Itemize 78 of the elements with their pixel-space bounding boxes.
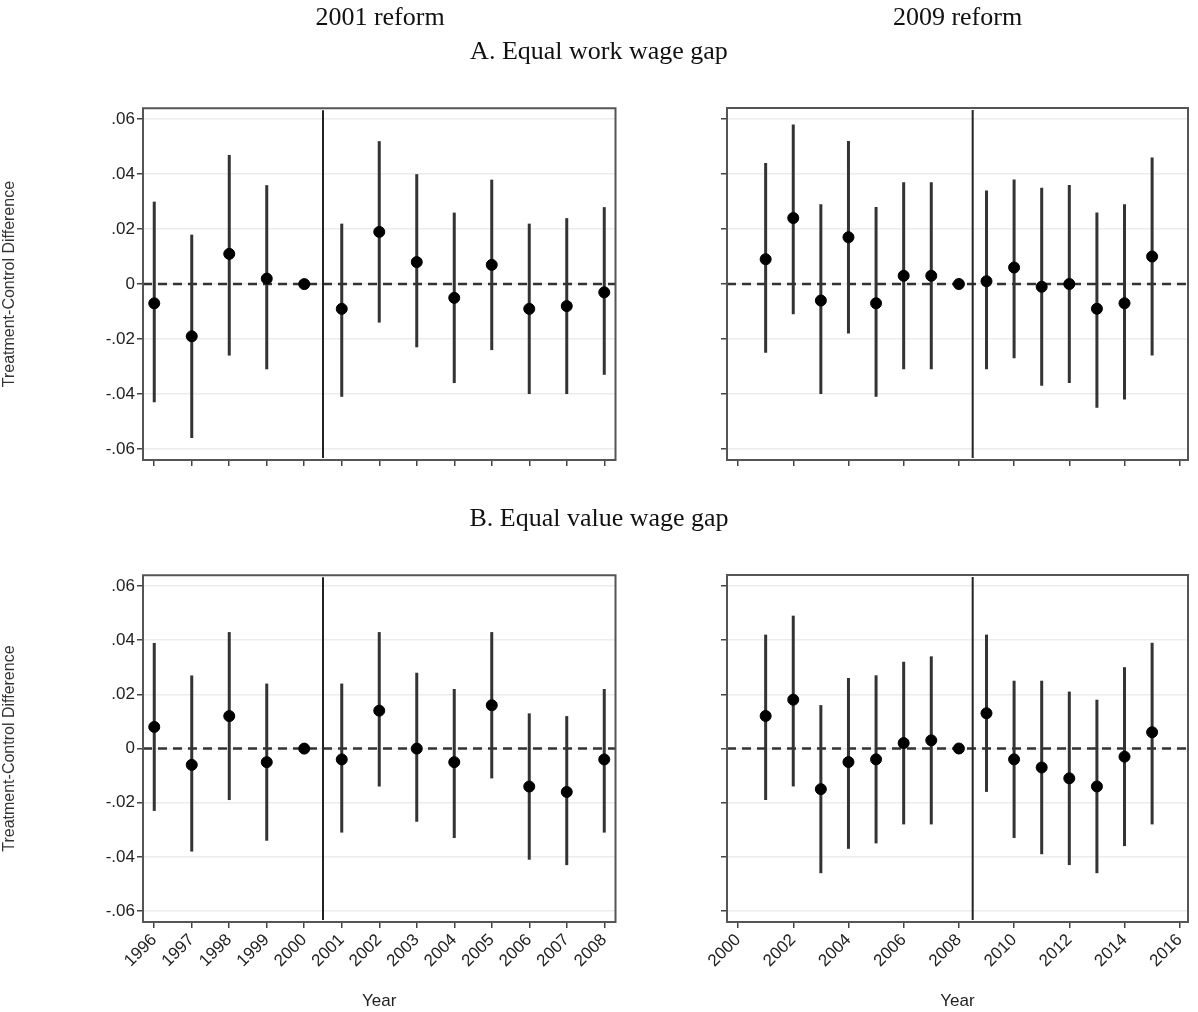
y-tick-label: .06 [111, 108, 135, 128]
point [1063, 278, 1076, 290]
x-axis-title: Year [362, 991, 397, 1011]
point [410, 742, 423, 755]
point [897, 737, 910, 750]
point [1063, 772, 1076, 785]
point [598, 753, 611, 766]
chart-subtitle: B. Equal value wage gap [468, 503, 730, 533]
point [448, 291, 461, 304]
point [148, 297, 161, 310]
point [1118, 750, 1131, 763]
point [598, 286, 611, 299]
point [335, 302, 348, 315]
point [373, 225, 386, 238]
point [925, 269, 938, 282]
point [870, 753, 883, 766]
point [925, 734, 938, 747]
point [260, 756, 273, 769]
point [410, 256, 423, 269]
y-tick-label: 0 [125, 738, 135, 758]
point [787, 693, 800, 706]
y-tick-label: .04 [111, 629, 135, 649]
y-tick-label: .02 [111, 684, 135, 704]
point [1090, 780, 1103, 793]
point [814, 294, 827, 307]
point [523, 780, 536, 793]
point [260, 272, 273, 285]
point [148, 720, 161, 733]
point [560, 300, 573, 313]
x-axis-title: Year [940, 991, 976, 1011]
y-tick-label: .04 [111, 163, 135, 183]
point [980, 707, 993, 720]
y-axis-title: Treatment-Control Difference [0, 180, 18, 388]
point [952, 742, 965, 755]
y-tick-label: -.06 [105, 900, 135, 920]
y-tick-label: -.02 [105, 328, 135, 348]
point [485, 699, 498, 712]
y-axis-title: Treatment-Control Difference [0, 645, 18, 852]
y-tick-label: -.02 [105, 792, 135, 812]
point [448, 756, 461, 769]
point [952, 278, 965, 290]
point [1146, 250, 1159, 263]
point [485, 258, 498, 271]
chart-title: 2009 reform [891, 2, 1024, 32]
point [523, 302, 536, 315]
point [298, 278, 311, 291]
point [897, 269, 910, 282]
point [842, 231, 855, 244]
point [759, 253, 772, 266]
chart-subtitle: A. Equal work wage gap [469, 36, 729, 66]
point [842, 756, 855, 769]
point [980, 275, 993, 288]
point [223, 710, 236, 723]
chart-title: 2001 reform [314, 2, 446, 32]
point [1008, 261, 1021, 274]
point [298, 742, 311, 755]
point [185, 758, 198, 771]
point [759, 709, 772, 722]
point [185, 330, 198, 343]
y-tick-label: .06 [111, 575, 135, 595]
y-tick-label: .02 [111, 218, 135, 238]
point [1090, 302, 1103, 315]
point [335, 753, 348, 766]
y-tick-label: -.06 [105, 438, 135, 458]
y-tick-label: 0 [125, 273, 135, 293]
y-tick-label: -.04 [105, 383, 135, 403]
point [1118, 297, 1131, 310]
point [814, 783, 827, 796]
y-tick-label: -.04 [105, 846, 135, 866]
point [787, 212, 800, 224]
point [223, 247, 236, 260]
point [870, 297, 883, 310]
point [1146, 726, 1159, 739]
point [1035, 280, 1048, 293]
point [1035, 761, 1048, 774]
point [560, 785, 573, 798]
point [1008, 753, 1021, 766]
point [373, 704, 386, 717]
